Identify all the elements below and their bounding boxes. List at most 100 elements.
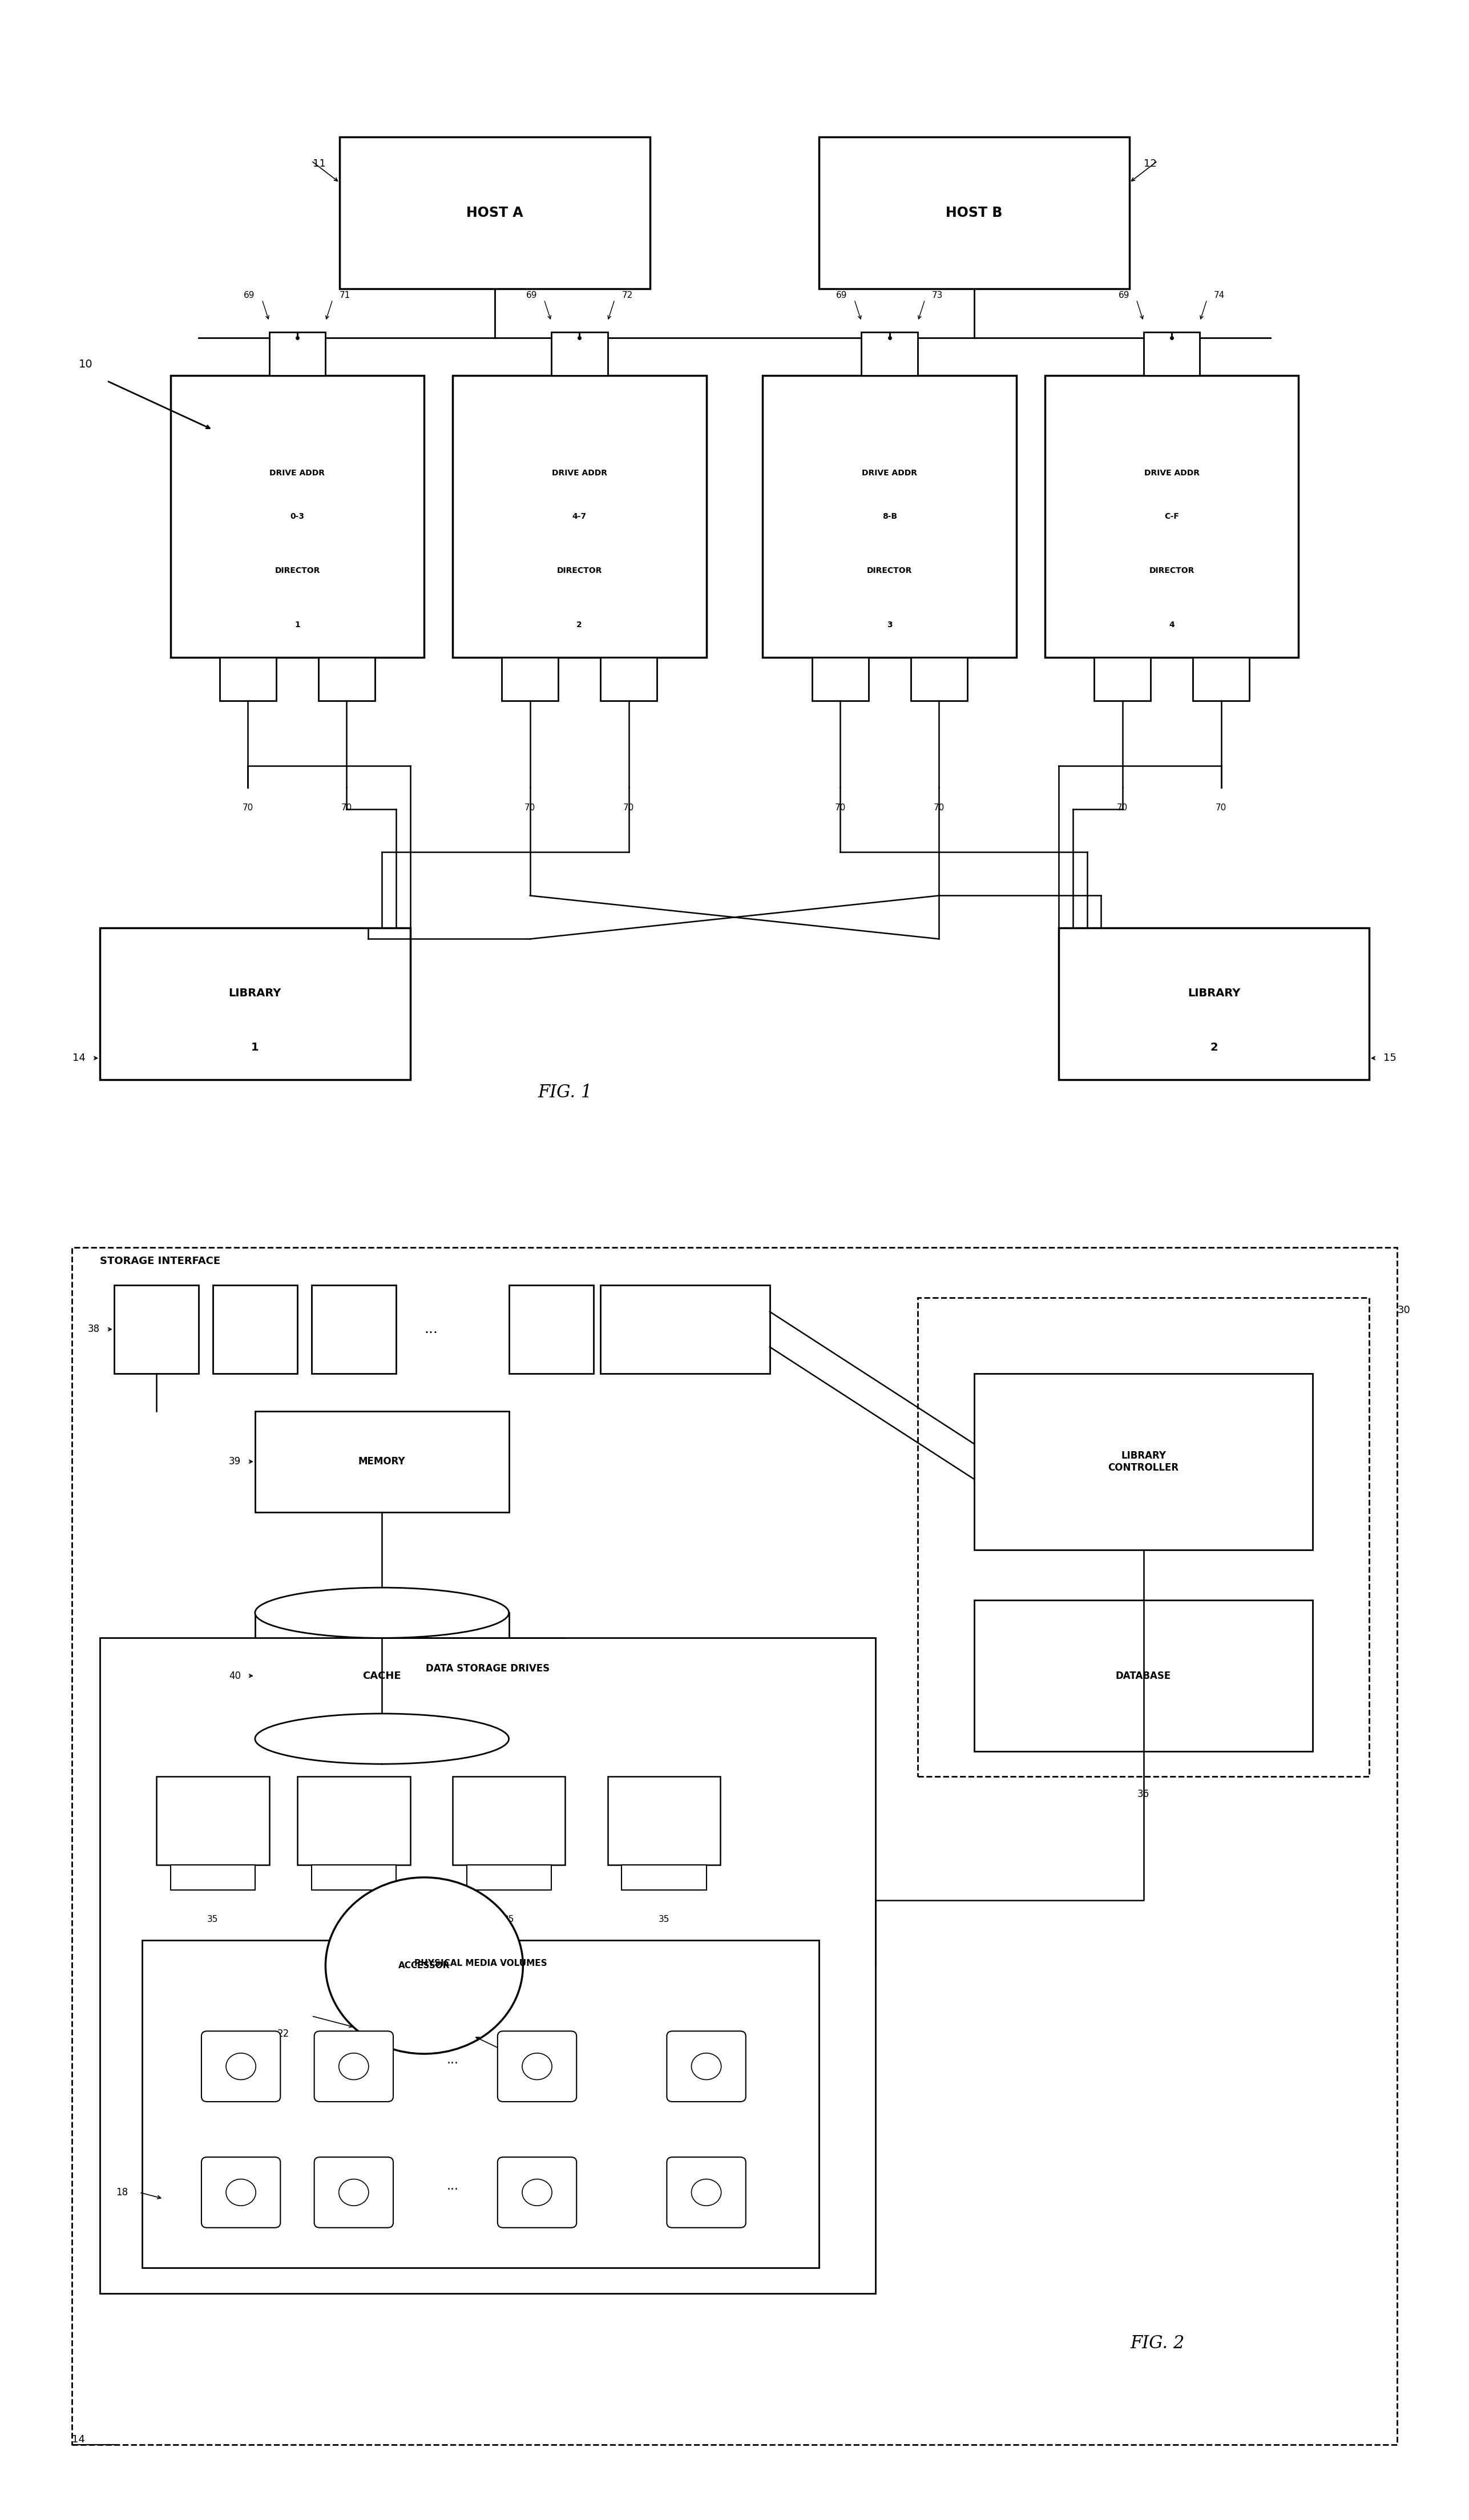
Bar <box>608 1777 720 1865</box>
Ellipse shape <box>256 1588 508 1638</box>
Bar <box>339 136 649 290</box>
Text: 14: 14 <box>72 2434 85 2444</box>
Text: LIBRARY: LIBRARY <box>1187 988 1240 998</box>
Bar <box>1143 333 1200 375</box>
Bar <box>502 658 558 701</box>
Bar <box>156 1777 269 1865</box>
Bar <box>319 658 375 701</box>
Text: 18: 18 <box>116 2187 128 2197</box>
Bar <box>601 658 657 701</box>
Bar <box>812 658 868 701</box>
Bar <box>911 658 967 701</box>
Text: 35: 35 <box>207 1915 219 1923</box>
Text: 0-3: 0-3 <box>291 512 304 519</box>
FancyBboxPatch shape <box>314 2031 394 2102</box>
Text: 70: 70 <box>341 804 353 811</box>
Circle shape <box>692 2180 721 2205</box>
Text: 70: 70 <box>623 804 635 811</box>
Text: 74: 74 <box>1213 292 1225 300</box>
Text: FIG. 2: FIG. 2 <box>1130 2334 1185 2354</box>
Text: 4-7: 4-7 <box>573 512 586 519</box>
Bar <box>508 1285 593 1373</box>
Text: 20: 20 <box>530 2079 544 2089</box>
Bar <box>762 375 1017 658</box>
Text: 72: 72 <box>621 292 633 300</box>
Text: 8-B: 8-B <box>883 512 898 519</box>
Text: 12: 12 <box>1143 159 1156 169</box>
Text: 1: 1 <box>295 620 300 627</box>
Text: 30: 30 <box>1397 1305 1410 1315</box>
Circle shape <box>226 2054 256 2079</box>
Text: 15: 15 <box>1384 1053 1396 1063</box>
Text: 35: 35 <box>348 1915 360 1923</box>
Text: 69: 69 <box>1118 292 1130 300</box>
Bar <box>170 375 425 658</box>
Text: DATA STORAGE DRIVES: DATA STORAGE DRIVES <box>426 1663 549 1673</box>
Text: 36: 36 <box>1137 1789 1150 1799</box>
Text: 40: 40 <box>229 1671 241 1681</box>
FancyBboxPatch shape <box>314 2157 394 2228</box>
Text: HOST A: HOST A <box>466 207 523 219</box>
Circle shape <box>339 2054 369 2079</box>
Text: ACCESSOR: ACCESSOR <box>398 1961 450 1971</box>
Text: 35: 35 <box>504 1915 514 1923</box>
Text: MEMORY: MEMORY <box>358 1457 405 1467</box>
Bar <box>452 375 707 658</box>
Ellipse shape <box>256 1714 508 1764</box>
Text: 70: 70 <box>524 804 536 811</box>
Circle shape <box>521 2180 552 2205</box>
Text: 14: 14 <box>73 1053 85 1063</box>
Text: ...: ... <box>447 2180 458 2192</box>
Bar <box>100 1638 876 2293</box>
Bar <box>269 333 326 375</box>
Text: 22: 22 <box>278 2029 289 2039</box>
Text: 35: 35 <box>658 1915 670 1923</box>
Circle shape <box>339 2180 369 2205</box>
Bar <box>974 1373 1313 1550</box>
Bar <box>311 1865 397 1890</box>
Text: DRIVE ADDR: DRIVE ADDR <box>270 469 325 476</box>
Bar <box>1193 658 1249 701</box>
Bar <box>452 1777 566 1865</box>
Bar <box>820 136 1130 290</box>
Bar <box>1044 375 1299 658</box>
Text: 2: 2 <box>577 620 582 627</box>
Bar <box>1059 927 1369 1079</box>
Text: DRIVE ADDR: DRIVE ADDR <box>1144 469 1199 476</box>
Bar <box>861 333 918 375</box>
Bar <box>621 1865 707 1890</box>
Text: 38: 38 <box>88 1323 100 1336</box>
Text: 70: 70 <box>1116 804 1128 811</box>
Bar <box>601 1285 770 1373</box>
Text: HOST B: HOST B <box>946 207 1003 219</box>
Text: 10: 10 <box>79 360 93 370</box>
Text: 70: 70 <box>242 804 254 811</box>
Text: ...: ... <box>425 1323 438 1336</box>
FancyBboxPatch shape <box>667 2031 746 2102</box>
Text: 3: 3 <box>887 620 892 627</box>
Text: DRIVE ADDR: DRIVE ADDR <box>862 469 917 476</box>
Bar <box>918 1298 1369 1777</box>
Text: DIRECTOR: DIRECTOR <box>557 567 602 575</box>
Text: 70: 70 <box>933 804 945 811</box>
Bar <box>100 927 410 1079</box>
Bar <box>297 1777 410 1865</box>
Text: FIG. 1: FIG. 1 <box>538 1084 592 1101</box>
Text: DATABASE: DATABASE <box>1116 1671 1171 1681</box>
Text: 69: 69 <box>836 292 848 300</box>
Circle shape <box>226 2180 256 2205</box>
Circle shape <box>692 2054 721 2079</box>
Bar <box>256 1411 508 1512</box>
Bar <box>256 1613 508 1739</box>
Text: C-F: C-F <box>1165 512 1180 519</box>
Text: 70: 70 <box>834 804 846 811</box>
Text: LIBRARY: LIBRARY <box>229 988 282 998</box>
FancyBboxPatch shape <box>201 2157 281 2228</box>
Text: 70: 70 <box>1215 804 1227 811</box>
Bar <box>142 1940 820 2268</box>
Text: 69: 69 <box>526 292 538 300</box>
Text: STORAGE INTERFACE: STORAGE INTERFACE <box>100 1255 220 1265</box>
Text: 73: 73 <box>931 292 943 300</box>
Text: DIRECTOR: DIRECTOR <box>1149 567 1194 575</box>
Circle shape <box>326 1877 523 2054</box>
